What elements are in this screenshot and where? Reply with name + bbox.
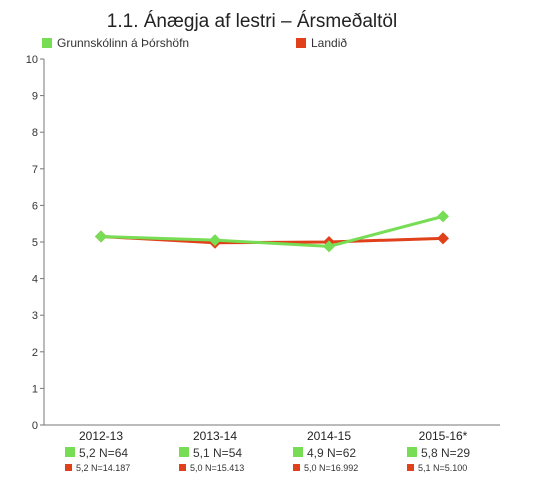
chart-title: 1.1. Ánægja af lestri – Ársmeðaltöl [107,11,397,32]
y-tick-label: 10 [26,54,38,66]
stat-swatch-country [407,464,414,471]
x-tick-label: 2012-13 [79,429,123,443]
y-tick-label: 8 [32,127,38,139]
series-line-school [100,214,444,248]
stat-swatch-school [293,447,303,457]
data-point-school [323,240,335,253]
x-axis: 2012-13 2013-14 2014-15 2015-16* [44,424,500,443]
stat-label-country: 5,0 N=15.413 [190,463,244,473]
y-tick-label: 6 [32,200,38,212]
y-tick-label: 2 [32,347,38,359]
data-point-school [437,210,449,223]
legend-swatch-country [296,38,306,48]
data-point-country [437,232,449,245]
x-tick-label: 2014-15 [307,429,351,443]
y-tick-label: 3 [32,310,38,322]
stat-label-school: 5,2 N=64 [79,446,128,460]
x-tick-label: 2015-16* [419,429,468,443]
legend: Grunnskólinn á Þórshöfn Landið [42,36,347,50]
legend-label-school: Grunnskólinn á Þórshöfn [57,36,189,50]
y-tick-label: 0 [32,420,38,432]
x-tick-label: 2013-14 [193,429,237,443]
stat-label-school: 4,9 N=62 [307,446,356,460]
stat-swatch-school [179,447,189,457]
stat-swatch-country [293,464,300,471]
stat-swatch-country [179,464,186,471]
data-point-school [95,230,107,243]
y-tick-label: 7 [32,164,38,176]
stat-swatch-school [65,447,75,457]
legend-swatch-school [42,38,52,48]
stat-label-school: 5,8 N=29 [421,446,470,460]
stats-layer: 5,2 N=64 5,2 N=14.187 5,1 N=54 5,0 N=15.413… [65,446,470,473]
stat-swatch-country [65,464,72,471]
stat-swatch-school [407,447,417,457]
stat-label-country: 5,0 N=16.992 [304,463,358,473]
stat-label-country: 5,2 N=14.187 [76,463,130,473]
stat-label-school: 5,1 N=54 [193,446,242,460]
y-tick-label: 9 [32,91,38,103]
y-tick-label: 4 [32,274,38,286]
y-tick-label: 5 [32,237,38,249]
data-point-school [209,234,221,247]
legend-label-country: Landið [311,36,347,50]
stat-label-country: 5,1 N=5.100 [418,463,467,473]
y-axis: 0 1 2 3 4 5 6 7 8 9 10 [26,54,45,432]
series-layer [95,210,449,253]
y-tick-label: 1 [32,383,38,395]
